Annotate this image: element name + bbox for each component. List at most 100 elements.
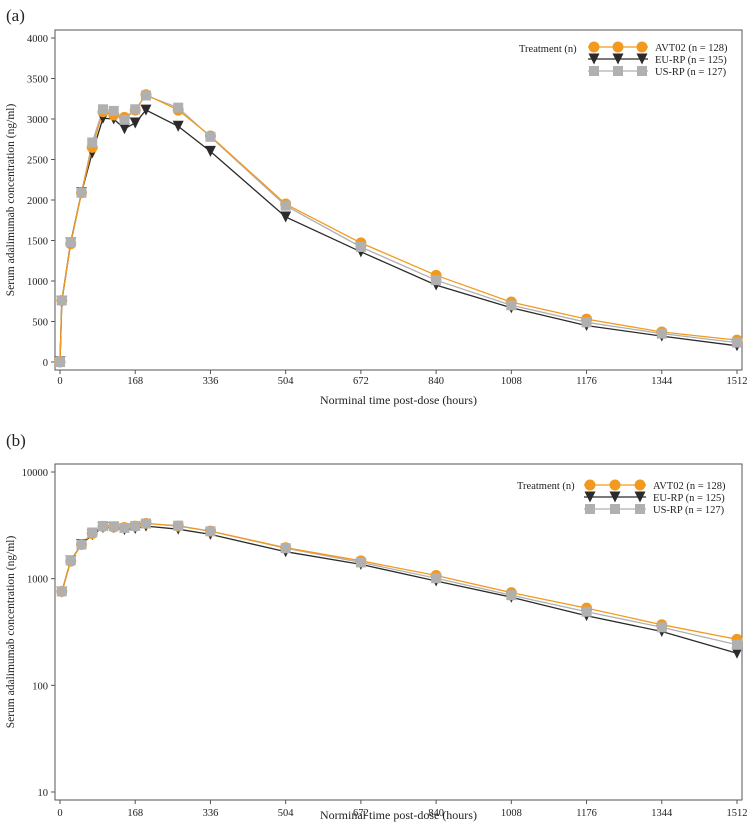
y-axis-label-a: Serum adalimumab concentration (ng/ml) — [5, 104, 17, 297]
x-tick-label-a: 1512 — [727, 376, 748, 387]
data-point-us-rp-a — [656, 328, 667, 339]
y-tick-label-a: 3500 — [27, 75, 48, 86]
legend-label-us-rp-b: US-RP (n = 127) — [653, 505, 725, 516]
x-axis-label-a: Norminal time post-dose (hours) — [320, 393, 477, 407]
legend-marker-eu-rp-b — [609, 491, 621, 503]
data-point-us-rp-a — [56, 295, 67, 306]
data-point-eu-rp-a — [140, 104, 152, 116]
legend-marker-eu-rp-b — [634, 491, 646, 503]
y-tick-label-a: 1000 — [27, 277, 48, 288]
y-tick-label-a: 500 — [32, 318, 48, 329]
data-point-us-rp-b — [355, 557, 366, 568]
data-point-eu-rp-b — [731, 647, 743, 659]
data-point-us-rp-b — [506, 590, 517, 601]
legend-marker-avt02-a — [588, 41, 600, 53]
legend-title-b: Treatment (n) — [517, 481, 575, 492]
data-point-eu-rp-a — [172, 120, 184, 132]
series-line-avt02-a — [59, 93, 738, 363]
legend-marker-us-rp-b — [585, 504, 595, 514]
x-tick-label-a: 672 — [353, 376, 369, 387]
data-point-us-rp-b — [581, 606, 592, 617]
data-point-us-rp-b — [431, 573, 442, 584]
data-point-us-rp-a — [431, 275, 442, 286]
data-point-eu-rp-a — [204, 145, 216, 157]
data-point-eu-rp-a — [118, 123, 130, 135]
data-point-us-rp-b — [76, 539, 87, 550]
data-point-us-rp-b — [656, 622, 667, 633]
legend-label-avt02-a: AVT02 (n = 128) — [655, 43, 728, 54]
legend-title-a: Treatment (n) — [519, 44, 577, 55]
data-point-us-rp-a — [581, 317, 592, 328]
data-point-us-rp-b — [173, 520, 184, 531]
legend-marker-avt02-b — [609, 479, 621, 491]
x-tick-label-b: 672 — [353, 808, 369, 819]
y-tick-label-a: 2500 — [27, 156, 48, 167]
y-axis-label-b: Serum adalimumab concentration (ng/ml) — [5, 536, 17, 729]
x-tick-label-b: 840 — [428, 808, 444, 819]
data-point-us-rp-a — [130, 104, 141, 115]
x-tick-label-b: 1512 — [727, 808, 748, 819]
legend-marker-us-rp-a — [637, 66, 647, 76]
chart-panel-b: 10 100 1000 10000 0 168 336 504 672 840 1008 1176 13… — [5, 463, 748, 822]
x-tick-label-a: 1008 — [501, 376, 522, 387]
x-tick-label-a: 168 — [127, 376, 143, 387]
x-tick-label-a: 1176 — [576, 376, 597, 387]
data-point-us-rp-a — [140, 90, 151, 101]
plot-frame-a — [54, 29, 743, 371]
series-line-eu-rp-a — [59, 109, 738, 363]
x-tick-label-a: 0 — [57, 376, 62, 387]
panel-a-label: (a) — [6, 6, 25, 25]
data-point-us-rp-b — [108, 521, 119, 532]
data-point-us-rp-a — [205, 131, 216, 142]
data-point-eu-rp-a — [280, 211, 292, 223]
legend-marker-avt02-a — [612, 41, 624, 53]
data-point-us-rp-a — [506, 300, 517, 311]
y-tick-label-a: 1500 — [27, 237, 48, 248]
series-line-eu-rp-b — [61, 525, 738, 654]
series-line-us-rp-a — [59, 94, 738, 363]
data-point-us-rp-b — [56, 586, 67, 597]
legend-marker-us-rp-b — [610, 504, 620, 514]
plot-frame-b — [54, 463, 743, 801]
legend-label-us-rp-a: US-RP (n = 127) — [655, 67, 727, 78]
x-tick-label-a: 504 — [278, 376, 295, 387]
data-point-us-rp-b — [119, 522, 130, 533]
legend-marker-eu-rp-a — [612, 53, 624, 65]
panel-b-label: (b) — [6, 431, 26, 450]
y-tick-label-a: 2000 — [27, 196, 48, 207]
x-tick-label-b: 0 — [57, 808, 62, 819]
legend-marker-eu-rp-b — [584, 491, 596, 503]
x-tick-label-a: 336 — [203, 376, 219, 387]
y-tick-label-b: 10000 — [22, 468, 48, 479]
y-tick-label-a: 3000 — [27, 115, 48, 126]
legend-marker-avt02-b — [584, 479, 596, 491]
data-point-us-rp-b — [140, 518, 151, 529]
y-tick-label-b: 1000 — [27, 575, 48, 586]
legend-marker-eu-rp-a — [588, 53, 600, 65]
data-point-us-rp-b — [97, 520, 108, 531]
data-point-us-rp-a — [87, 137, 98, 148]
data-point-us-rp-a — [65, 237, 76, 248]
legend-marker-eu-rp-a — [636, 53, 648, 65]
legend-label-eu-rp-b: EU-RP (n = 125) — [653, 493, 725, 504]
legend-label-eu-rp-a: EU-RP (n = 125) — [655, 55, 727, 66]
data-point-us-rp-b — [130, 520, 141, 531]
data-point-us-rp-a — [119, 114, 130, 125]
x-tick-label-b: 336 — [203, 808, 219, 819]
legend-marker-avt02-a — [636, 41, 648, 53]
legend-label-avt02-b: AVT02 (n = 128) — [653, 481, 726, 492]
data-point-us-rp-b — [65, 555, 76, 566]
data-point-us-rp-a — [355, 241, 366, 252]
data-point-us-rp-a — [173, 102, 184, 113]
x-tick-label-a: 1344 — [651, 376, 673, 387]
data-point-us-rp-b — [205, 526, 216, 537]
data-point-us-rp-a — [280, 200, 291, 211]
data-point-us-rp-b — [732, 639, 742, 650]
data-point-us-rp-a — [108, 105, 119, 116]
x-tick-label-b: 1344 — [651, 808, 673, 819]
data-point-us-rp-a — [732, 337, 742, 348]
legend-marker-avt02-b — [634, 479, 646, 491]
data-point-us-rp-a — [76, 187, 87, 198]
x-tick-label-a: 840 — [428, 376, 444, 387]
